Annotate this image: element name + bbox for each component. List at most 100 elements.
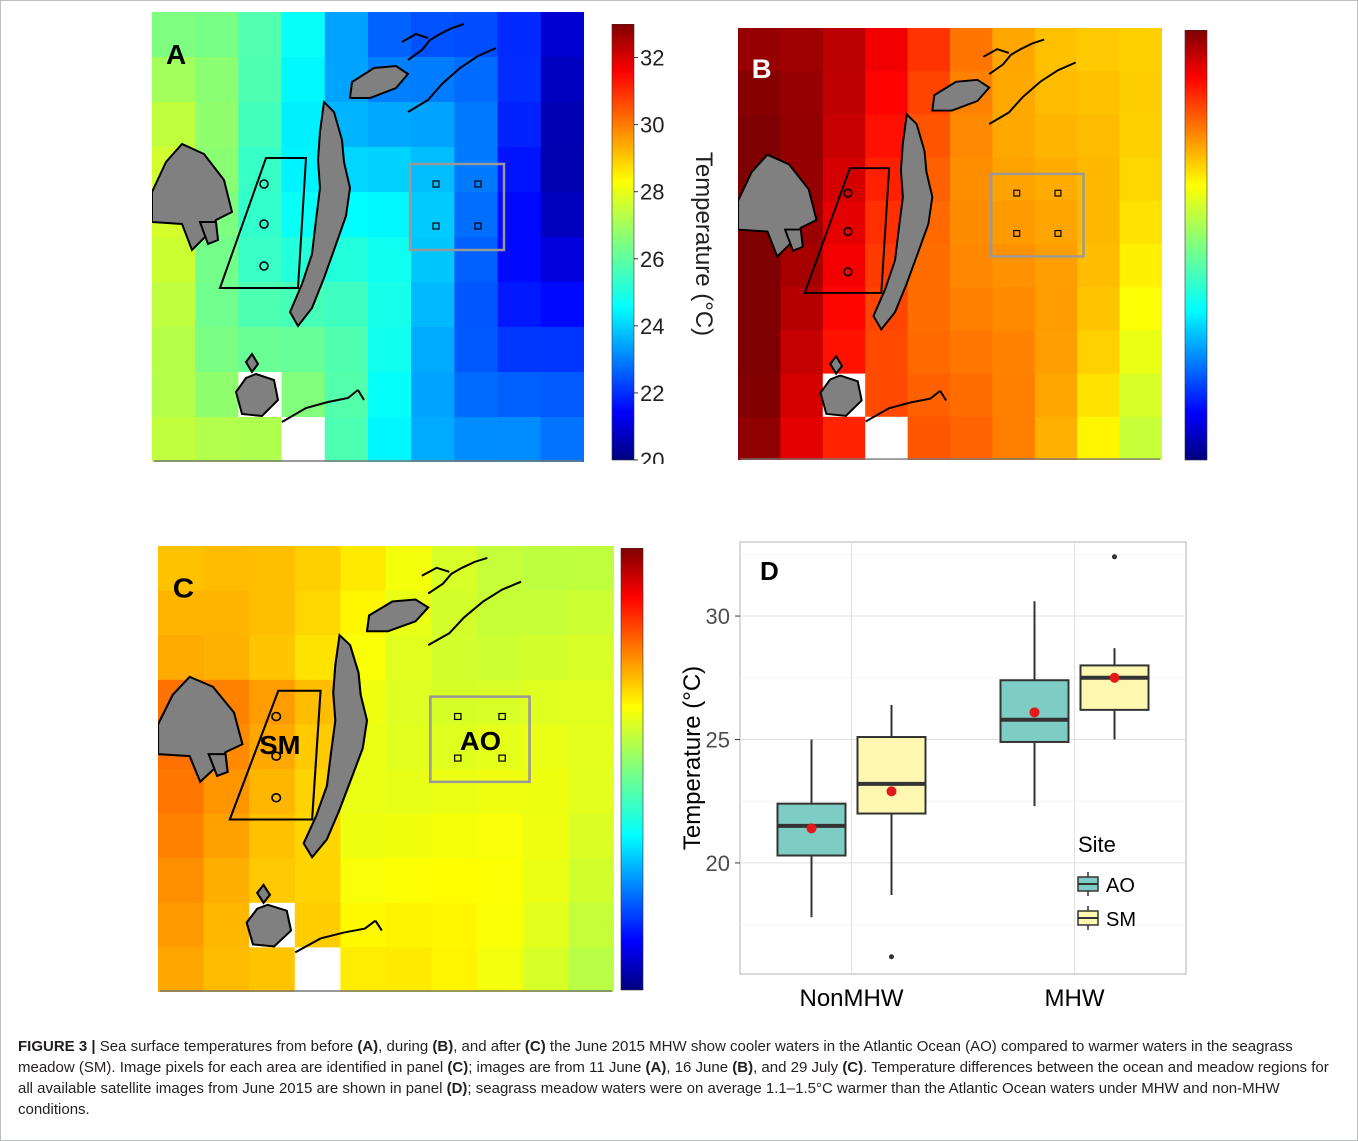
land-islet: [207, 753, 229, 778]
y-tick-label: 25: [706, 727, 730, 752]
sst-pixel: [152, 372, 196, 418]
sst-pixel: [411, 282, 455, 328]
sst-pixel: [738, 287, 781, 331]
legend-title: Site: [1078, 832, 1116, 857]
sst-pixel: [294, 635, 341, 681]
ao-pixel-marker: [498, 712, 506, 721]
sst-pixel: [992, 200, 1036, 245]
sst-pixel: [865, 28, 909, 72]
sst-pixel: [477, 679, 524, 725]
sst-map-panel-a: A: [152, 12, 584, 462]
land-south-islet: [829, 354, 844, 376]
land-north: [931, 78, 991, 112]
sst-pixel: [249, 590, 296, 636]
mean-point: [806, 823, 817, 834]
sst-pixel: [992, 330, 1036, 375]
sst-pixel: [822, 330, 866, 375]
sst-pixel: [203, 947, 250, 992]
sst-pixel: [203, 546, 250, 592]
sst-pixel: [454, 102, 499, 148]
sst-pixel: [431, 724, 478, 770]
caption-ref: (D): [446, 1080, 468, 1097]
sst-pixel: [1077, 71, 1121, 115]
sm-pixel-marker: [271, 792, 282, 803]
ao-pixel-marker: [453, 754, 462, 762]
caption-ref: (C): [524, 1038, 546, 1055]
legend-label: AO: [1106, 875, 1135, 897]
coastline: [427, 556, 488, 595]
coastline: [982, 48, 1010, 58]
box-SM-NonMHW: [856, 704, 927, 960]
sst-pixel: [411, 57, 455, 103]
sst-pixel: [822, 71, 866, 115]
sst-pixel: [368, 372, 412, 418]
sst-pixel: [152, 237, 196, 283]
sst-pixel: [281, 372, 326, 418]
sst-pixel: [1077, 416, 1121, 460]
sst-map-panel-b: B: [738, 28, 1162, 460]
sst-pixel: [780, 416, 824, 460]
sst-pixel: [497, 57, 542, 103]
caption-text: ; images are from 11 June: [468, 1059, 646, 1076]
sst-pixel: [497, 372, 542, 418]
ao-region-box: [408, 162, 506, 252]
sst-pixel: [1034, 114, 1078, 159]
sst-pixel: [865, 416, 909, 460]
sst-pixel: [497, 12, 542, 58]
land-island: [288, 99, 352, 328]
sst-pixel: [1119, 330, 1162, 375]
coastline: [407, 23, 465, 61]
sst-pixel: [368, 147, 412, 193]
sm-pixel-marker: [259, 179, 269, 189]
sst-pixel: [568, 813, 614, 859]
sst-pixel: [540, 372, 584, 418]
x-tick-label: NonMHW: [799, 985, 903, 1010]
coastline: [374, 920, 383, 932]
coastline: [988, 38, 1045, 75]
sst-pixel: [907, 287, 951, 331]
sst-pixel: [281, 417, 326, 462]
land-island: [302, 633, 369, 859]
sst-pixel: [386, 858, 433, 904]
caption-ref: (C): [447, 1059, 469, 1076]
sst-pixel: [340, 546, 387, 592]
sm-pixel-marker: [843, 267, 853, 277]
sst-pixel: [522, 813, 569, 859]
sst-pixel: [1119, 287, 1162, 331]
coastline: [939, 390, 947, 401]
land-islet: [783, 228, 804, 252]
sst-pixel: [522, 546, 569, 592]
sst-pixel: [454, 417, 499, 462]
caption-text: , and 29 July: [753, 1059, 843, 1076]
sst-pixel: [540, 147, 584, 193]
colorbar-tick-label: 24: [640, 314, 664, 339]
sst-pixel: [158, 635, 205, 681]
x-tick-label: MHW: [1045, 985, 1105, 1010]
sst-pixel: [1034, 200, 1078, 245]
sst-pixel: [1119, 157, 1162, 202]
sst-pixel: [738, 416, 781, 460]
sst-pixel: [568, 724, 614, 770]
caption-text: ; seagrass meadow waters were on average…: [18, 1080, 1280, 1118]
caption-ref: (A): [645, 1059, 667, 1076]
temperature-colorbar: 32 30 28 26 24 22 20 Temperature (°C): [611, 24, 717, 464]
sst-pixel: [152, 327, 196, 373]
sm-pixel-marker: [271, 711, 282, 722]
sst-pixel: [454, 57, 499, 103]
sst-pixel: [386, 546, 433, 592]
sst-pixel: [368, 327, 412, 373]
caption-ref: (A): [357, 1038, 379, 1055]
colorbar-tick-label: 28: [640, 180, 664, 205]
sst-pixel: [411, 192, 455, 238]
sst-pixel: [294, 546, 341, 592]
sst-pixel: [386, 813, 433, 859]
sst-pixel: [195, 102, 239, 148]
sst-pixel: [992, 114, 1036, 159]
sst-pixel: [281, 102, 326, 148]
sst-pixel: [158, 902, 205, 948]
sst-pixel: [152, 57, 196, 103]
colorbar-tick-label: 22: [640, 381, 664, 406]
sst-pixel: [992, 71, 1036, 115]
sm-pixel-marker: [843, 188, 853, 198]
sst-pixel: [195, 417, 239, 462]
